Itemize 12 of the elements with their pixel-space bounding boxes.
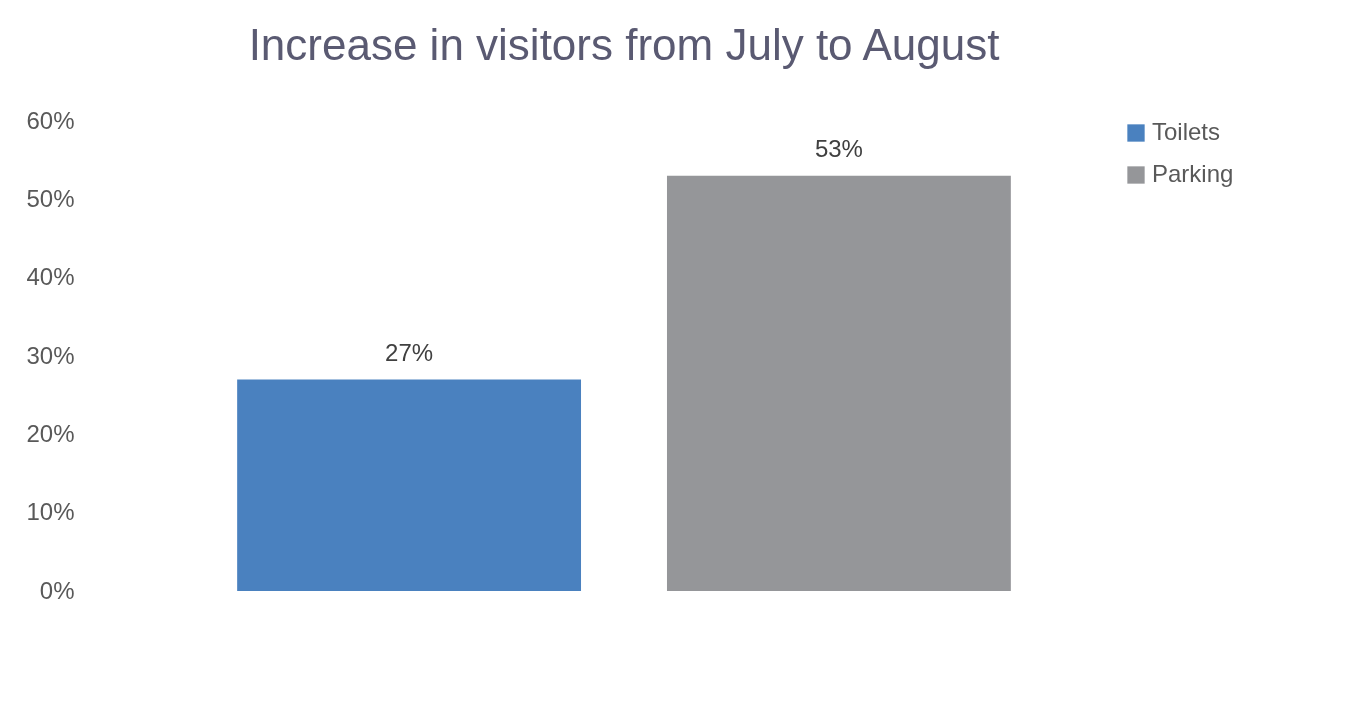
y-tick-label: 20%: [26, 419, 75, 447]
y-tick-label: 40%: [26, 263, 75, 291]
y-tick-label: 60%: [26, 106, 75, 134]
y-tick-label: 30%: [26, 341, 75, 369]
y-tick-label: 0%: [39, 576, 75, 604]
legend-label: Toilets: [1152, 118, 1221, 145]
y-tick-label: 10%: [26, 498, 75, 526]
legend-label: Parking: [1152, 160, 1234, 187]
data-label: 53%: [814, 134, 863, 162]
y-tick-label: 50%: [26, 184, 75, 212]
data-label: 27%: [385, 338, 434, 366]
chart-title: Increase in visitors from July to August: [248, 20, 1000, 69]
